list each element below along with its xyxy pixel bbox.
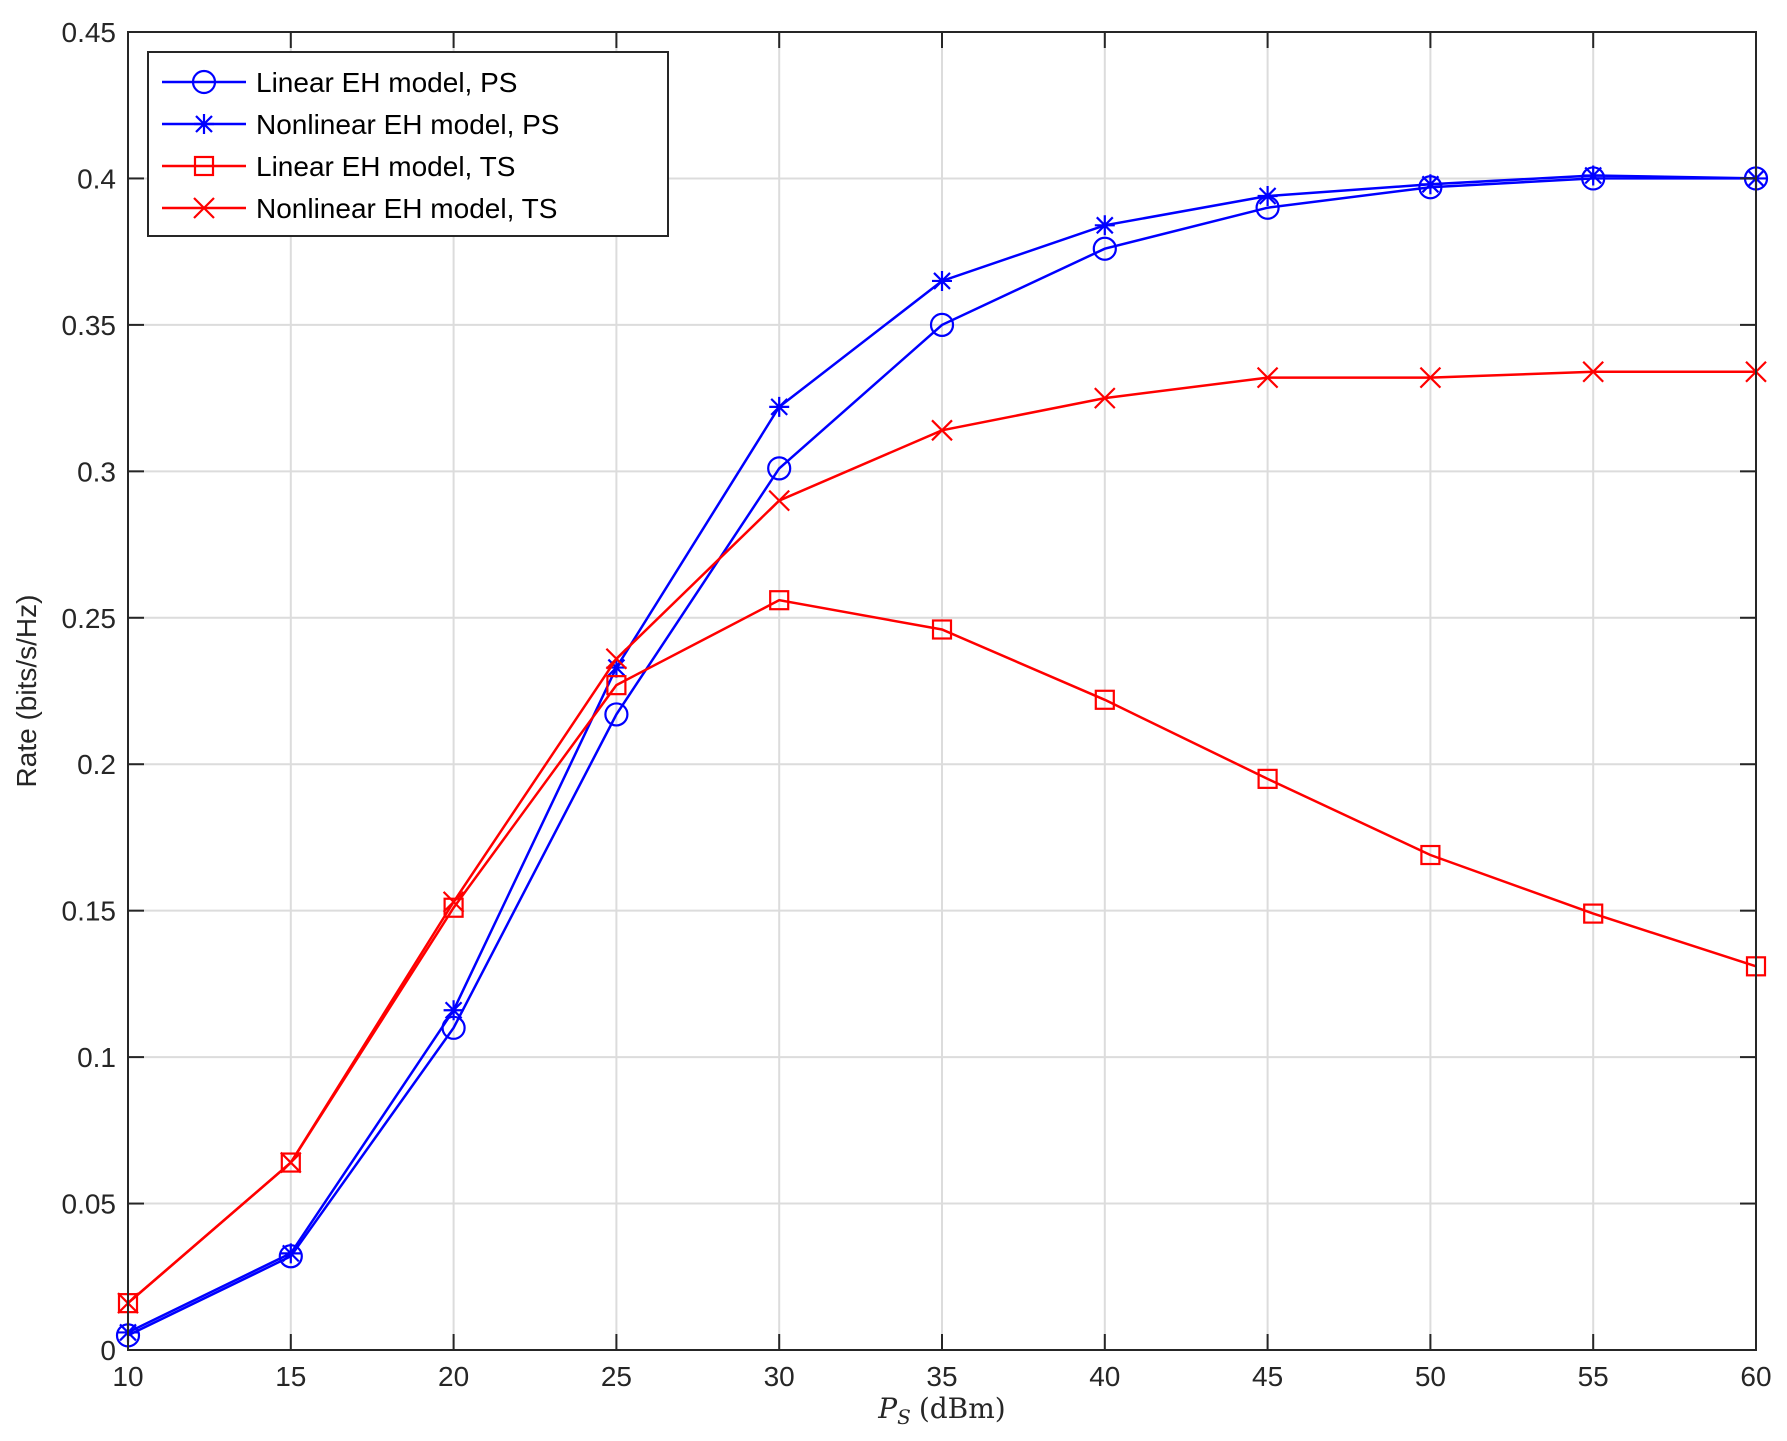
x-tick-label: 45 (1252, 1361, 1283, 1392)
data-point (606, 675, 627, 696)
data-point (442, 891, 465, 913)
legend-label: Nonlinear EH model, TS (256, 193, 557, 224)
y-tick-label: 0 (100, 1335, 116, 1366)
y-tick-label: 0.35 (62, 310, 117, 341)
series-layer (115, 165, 1769, 1348)
data-point (769, 590, 790, 611)
data-point (443, 1000, 464, 1021)
data-point (1094, 689, 1115, 710)
x-tick-label: 10 (112, 1361, 143, 1392)
y-tick-labels: 0 0.05 0.1 0.15 0.2 0.25 0.3 0.35 0.4 0.45 (62, 17, 117, 1366)
data-point (280, 1243, 301, 1264)
legend-marker (193, 197, 215, 219)
ticks (127, 31, 1757, 1351)
data-point (1257, 186, 1278, 207)
legend-label: Nonlinear EH model, PS (256, 109, 559, 140)
y-tick-label: 0.1 (77, 1042, 116, 1073)
data-point (1420, 844, 1441, 866)
y-tick-label: 0.45 (62, 17, 117, 48)
data-point (1583, 903, 1604, 924)
series-line (127, 598, 1757, 1305)
data-point (932, 270, 952, 291)
data-point (1582, 360, 1604, 383)
data-point (767, 456, 792, 481)
x-tick-label: 20 (438, 1361, 469, 1392)
data-point (929, 312, 955, 337)
data-point (931, 419, 953, 442)
legend-marker (193, 155, 215, 177)
y-tick-label: 0.2 (77, 749, 116, 780)
x-tick-label: 30 (764, 1361, 795, 1392)
legend-label: Linear EH model, PS (256, 67, 517, 98)
data-point (1092, 236, 1117, 261)
data-point (604, 702, 629, 727)
x-axis-label-unit: (dBm) (919, 1392, 1006, 1425)
x-tick-label: 15 (275, 1361, 306, 1392)
legend-entry: Linear EH model, PS (162, 67, 517, 98)
y-tick-label: 0.4 (77, 163, 116, 194)
legend-entry: Linear EH model, TS (162, 151, 515, 182)
y-tick-label: 0.3 (77, 456, 116, 487)
data-point (1256, 366, 1279, 389)
legend-marker (191, 69, 217, 95)
data-point (1419, 366, 1442, 389)
x-tick-labels: 10 15 20 25 30 35 40 45 50 55 60 (112, 1361, 1771, 1392)
series-line (127, 177, 1756, 1337)
x-tick-label: 25 (601, 1361, 632, 1392)
legend-entry: Nonlinear EH model, PS (162, 109, 559, 140)
data-point (1420, 174, 1441, 195)
legend-label: Linear EH model, TS (256, 151, 515, 182)
x-tick-label: 60 (1740, 1361, 1771, 1392)
x-tick-label: 50 (1415, 1361, 1446, 1392)
data-point (1583, 165, 1604, 186)
x-axis-label-symbol: P (877, 1392, 898, 1425)
y-tick-label: 0.15 (62, 896, 117, 927)
data-point (931, 619, 953, 640)
x-tick-label: 55 (1578, 1361, 1609, 1392)
legend-marker (194, 114, 214, 134)
y-axis-label: Rate (bits/s/Hz) (11, 595, 42, 788)
x-tick-label: 40 (1089, 1361, 1120, 1392)
data-point (280, 1151, 302, 1174)
y-tick-label: 0.05 (62, 1189, 117, 1220)
data-point (280, 1152, 301, 1173)
x-axis-label: PS (dBm) (877, 1392, 1005, 1429)
data-point (1257, 768, 1278, 789)
data-point (769, 396, 790, 417)
data-point (768, 489, 790, 512)
legend-entry: Nonlinear EH model, TS (162, 193, 557, 224)
y-tick-label: 0.25 (62, 603, 117, 634)
series-4 (117, 360, 1767, 1314)
data-point (605, 648, 628, 670)
data-point (443, 897, 464, 918)
x-tick-label: 35 (926, 1361, 957, 1392)
data-point (1094, 387, 1116, 409)
legend: Linear EH model, PS Nonlinear EH model, P… (147, 51, 669, 237)
x-axis-label-subscript: S (897, 1405, 911, 1429)
data-point (1094, 215, 1115, 236)
data-point (606, 657, 627, 678)
